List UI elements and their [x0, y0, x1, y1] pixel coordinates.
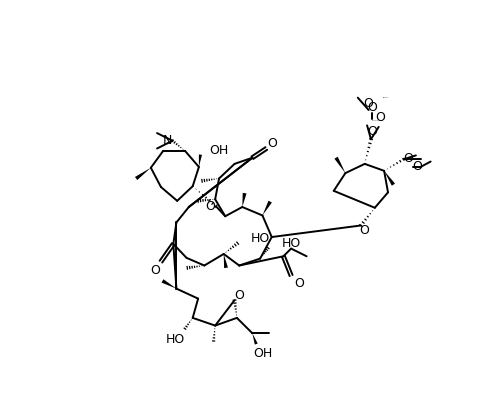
- Polygon shape: [162, 279, 176, 289]
- Polygon shape: [199, 154, 202, 167]
- Text: O: O: [376, 111, 385, 124]
- Text: OH: OH: [254, 347, 273, 360]
- Text: HO: HO: [282, 237, 301, 250]
- Polygon shape: [224, 254, 228, 268]
- Polygon shape: [334, 157, 345, 173]
- Polygon shape: [135, 168, 151, 180]
- Text: O: O: [367, 125, 376, 138]
- Text: O: O: [206, 200, 216, 213]
- Text: O: O: [294, 277, 304, 290]
- Polygon shape: [252, 333, 258, 344]
- Polygon shape: [384, 171, 395, 186]
- Text: O: O: [367, 101, 376, 114]
- Text: N: N: [163, 134, 172, 146]
- Text: O: O: [364, 97, 374, 110]
- Text: O: O: [234, 289, 244, 302]
- Text: HO: HO: [166, 333, 186, 346]
- Text: O: O: [268, 137, 278, 150]
- Text: methoxy line: methoxy line: [372, 120, 381, 121]
- Text: methoxy: methoxy: [384, 97, 390, 98]
- Polygon shape: [242, 193, 246, 207]
- Text: O: O: [150, 265, 160, 277]
- Text: O: O: [412, 161, 422, 173]
- Text: HO: HO: [251, 232, 270, 245]
- Text: O: O: [359, 224, 369, 237]
- Text: O: O: [403, 152, 413, 165]
- Polygon shape: [262, 201, 272, 215]
- Text: OH: OH: [210, 144, 229, 156]
